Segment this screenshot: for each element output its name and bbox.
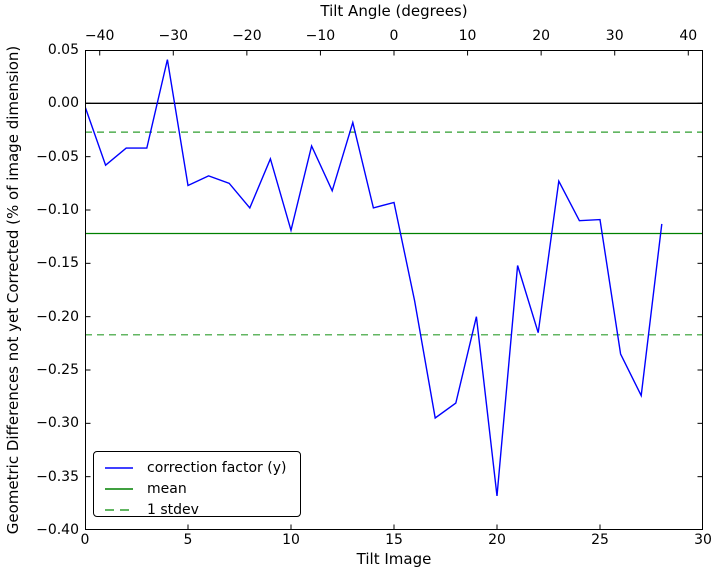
y-tick-label: −0.10	[36, 202, 79, 218]
y-tick-label: −0.20	[36, 308, 79, 325]
x-tick-label: 15	[385, 532, 403, 548]
legend-label: correction factor (y)	[147, 459, 287, 476]
legend-label: mean	[147, 480, 187, 497]
legend-item-stdev: 1 stdev	[94, 499, 300, 520]
x-tick-label: 25	[591, 532, 609, 548]
plot-canvas	[85, 50, 703, 530]
green-line-swatch-icon	[105, 487, 133, 490]
y-tick-label: −0.25	[36, 362, 79, 378]
top-tick-label: −10	[305, 28, 336, 44]
correction-factor-line	[85, 59, 663, 496]
top-tick-label: 30	[605, 28, 624, 44]
top-tick-label: 40	[679, 28, 698, 44]
top-tick-label: −20	[232, 28, 262, 44]
legend-item-correction-factor: correction factor (y)	[94, 457, 300, 478]
top-tick-label: −40	[84, 28, 115, 44]
y-tick-label: −0.30	[36, 415, 79, 432]
y-axis-title: Geometric Differences not yet Corrected …	[4, 45, 22, 535]
legend-label: 1 stdev	[147, 501, 199, 518]
top-axis-title: Tilt Angle (degrees)	[320, 2, 468, 20]
top-tick-label: −30	[158, 28, 189, 44]
x-tick-label: 0	[80, 532, 90, 548]
x-tick-label: 20	[488, 532, 506, 548]
green-dashed-swatch-icon	[105, 508, 133, 511]
top-tick-label: 0	[389, 28, 399, 44]
y-tick-label: −0.35	[36, 468, 79, 485]
x-tick-label: 5	[183, 532, 193, 548]
blue-line-swatch-icon	[105, 466, 133, 469]
legend-item-mean: mean	[94, 478, 300, 499]
y-tick-label: 0.05	[47, 42, 79, 58]
x-axis-title: Tilt Image	[356, 550, 432, 568]
x-tick-label: 10	[282, 532, 300, 548]
y-tick-label: −0.05	[36, 148, 79, 165]
y-tick-label: −0.15	[36, 255, 79, 272]
x-tick-label: 30	[694, 532, 712, 548]
top-tick-label: 20	[532, 28, 551, 44]
y-tick-label: −0.40	[36, 522, 79, 538]
legend: correction factor (y) mean 1 stdev	[93, 451, 301, 520]
y-tick-label: 0.00	[47, 95, 79, 112]
top-tick-label: 10	[458, 28, 477, 44]
